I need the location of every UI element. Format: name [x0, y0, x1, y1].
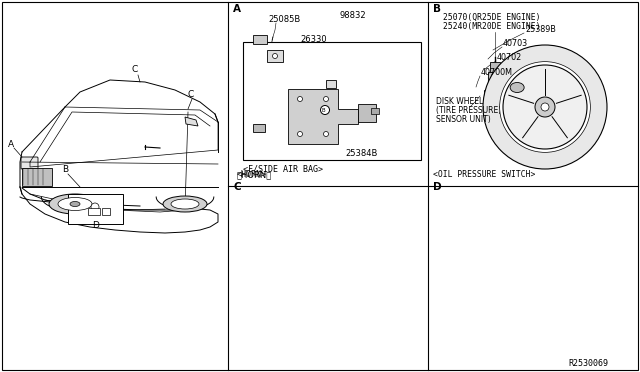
Text: A: A	[8, 140, 14, 149]
Ellipse shape	[323, 131, 328, 137]
Ellipse shape	[163, 196, 207, 212]
Text: 40703: 40703	[503, 39, 528, 48]
Bar	[253, 124, 265, 132]
Text: <HORN>: <HORN>	[237, 170, 267, 179]
Text: B: B	[62, 165, 68, 174]
Text: R2530069: R2530069	[568, 359, 608, 368]
Text: 40700M: 40700M	[481, 68, 513, 77]
Text: 25240(MR20DE ENGINE): 25240(MR20DE ENGINE)	[443, 22, 541, 31]
Ellipse shape	[91, 203, 99, 211]
Bar	[253, 35, 267, 44]
Text: A: A	[233, 4, 241, 14]
Bar	[102, 208, 110, 215]
Bar	[88, 208, 100, 215]
Text: SENSOR UNIT): SENSOR UNIT)	[436, 115, 491, 124]
Text: 25070(QR25DE ENGINE): 25070(QR25DE ENGINE)	[443, 13, 541, 22]
Ellipse shape	[541, 103, 549, 111]
Text: 26330: 26330	[300, 35, 326, 44]
Ellipse shape	[510, 83, 524, 93]
Text: 25085B: 25085B	[268, 15, 300, 24]
Text: C: C	[233, 182, 241, 192]
Text: C: C	[132, 65, 138, 74]
Ellipse shape	[298, 96, 303, 102]
Text: D: D	[433, 182, 442, 192]
Ellipse shape	[273, 54, 278, 58]
Text: (TIRE PRESSURE): (TIRE PRESSURE)	[436, 106, 501, 115]
Ellipse shape	[70, 202, 80, 206]
Bar	[68, 194, 123, 224]
Ellipse shape	[321, 106, 330, 115]
Ellipse shape	[503, 65, 587, 149]
Bar	[22, 168, 52, 186]
Ellipse shape	[535, 97, 555, 117]
Polygon shape	[185, 117, 198, 126]
Text: D: D	[92, 221, 99, 230]
Bar	[243, 42, 421, 160]
Bar	[326, 80, 336, 88]
Text: 40702: 40702	[497, 53, 522, 62]
Bar	[267, 50, 283, 62]
Text: 25389B: 25389B	[525, 25, 556, 34]
Text: B: B	[321, 108, 325, 112]
Bar	[490, 62, 500, 72]
Ellipse shape	[298, 131, 303, 137]
Text: 08146-6162H: 08146-6162H	[333, 85, 385, 94]
Text: C: C	[188, 90, 195, 99]
Text: 98832: 98832	[340, 11, 367, 20]
Bar	[371, 108, 379, 114]
Ellipse shape	[483, 45, 607, 169]
Ellipse shape	[323, 96, 328, 102]
Text: <OIL PRESSURE SWITCH>: <OIL PRESSURE SWITCH>	[433, 170, 536, 179]
Text: <F/SIDE AIR BAG>: <F/SIDE AIR BAG>	[243, 165, 323, 174]
Polygon shape	[288, 89, 358, 144]
Text: 〈HORN〉: 〈HORN〉	[237, 170, 272, 179]
Text: DISK WHEEL: DISK WHEEL	[436, 97, 483, 106]
FancyBboxPatch shape	[21, 157, 38, 169]
Text: B: B	[433, 4, 441, 14]
Bar	[358, 104, 376, 122]
Ellipse shape	[49, 194, 101, 214]
Ellipse shape	[500, 62, 590, 153]
Polygon shape	[484, 85, 506, 109]
Text: 25384B: 25384B	[345, 149, 378, 158]
Ellipse shape	[171, 199, 199, 209]
Ellipse shape	[58, 198, 92, 211]
Bar	[488, 72, 502, 86]
Text: (1): (1)	[338, 93, 349, 102]
